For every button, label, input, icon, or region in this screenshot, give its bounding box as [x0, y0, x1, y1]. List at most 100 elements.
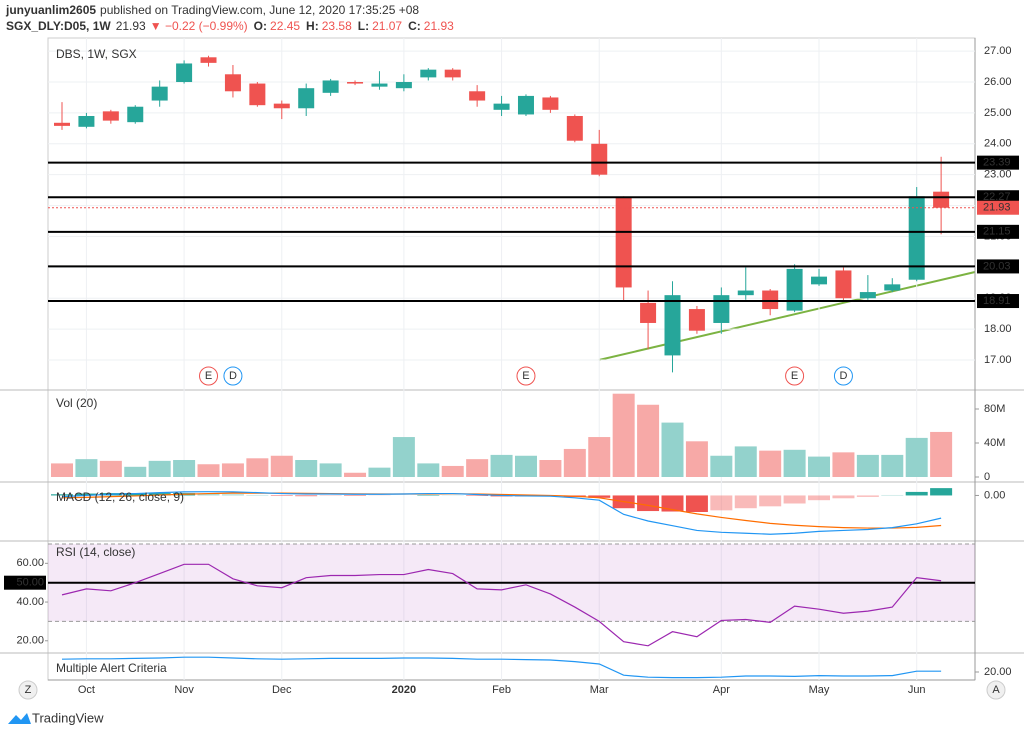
- auto-button-label[interactable]: A: [992, 684, 1000, 696]
- histogram-bar: [197, 493, 220, 496]
- volume-bar: [417, 463, 440, 477]
- quote-key: C:: [408, 19, 421, 33]
- x-tick-label: Nov: [174, 684, 194, 696]
- histogram-bar: [148, 493, 171, 496]
- volume-bar: [856, 454, 879, 477]
- candle-body: [102, 111, 119, 121]
- x-tick-label: Dec: [272, 684, 292, 696]
- symbol: SGX_DLY:D05, 1W: [6, 19, 111, 33]
- x-tick-label: Mar: [590, 684, 609, 696]
- trend-line: [598, 271, 976, 361]
- y-tick-label: 17.00: [984, 354, 1012, 366]
- event-marker: [516, 366, 536, 386]
- auto-button[interactable]: [986, 680, 1006, 700]
- candle-body: [78, 115, 95, 127]
- y-tick-label: 24.00: [984, 138, 1012, 150]
- histogram-bar: [856, 495, 879, 497]
- volume-bar: [588, 437, 611, 477]
- indicator-line: [61, 491, 942, 535]
- volume-bar: [905, 437, 928, 477]
- change: ▼ −0.22 (−0.99%): [150, 19, 248, 33]
- y-tick-label: 80M: [984, 403, 1005, 415]
- candle-body: [273, 103, 290, 109]
- volume-bar: [734, 446, 757, 477]
- candle-body: [542, 97, 559, 110]
- volume-bar: [832, 452, 855, 477]
- candle-body: [200, 57, 217, 63]
- y-tick-label: 23.00: [984, 169, 1012, 181]
- y-tick-label: 40M: [984, 437, 1005, 449]
- volume-bar: [514, 455, 537, 477]
- event-marker: [833, 366, 853, 386]
- level-label: 18.91: [983, 295, 1011, 307]
- event-label: E: [522, 370, 529, 382]
- volume-bar: [661, 422, 684, 477]
- y-tick-label: 0.00: [984, 489, 1005, 501]
- candle-body: [835, 270, 852, 299]
- volume-bar: [466, 459, 489, 477]
- level-label-box: [977, 294, 1019, 309]
- level-label: 20.03: [983, 260, 1011, 272]
- zoom-button-label[interactable]: Z: [25, 684, 32, 696]
- volume-bar: [783, 449, 806, 477]
- histogram-bar: [588, 495, 611, 498]
- y-tick-label: 27.00: [984, 45, 1012, 57]
- candle-body: [151, 86, 168, 101]
- candle-body: [859, 292, 876, 299]
- candle-body: [176, 63, 193, 83]
- histogram-bar: [734, 495, 757, 509]
- zoom-button[interactable]: [18, 680, 38, 700]
- event-marker: [199, 366, 219, 386]
- quote-key: O:: [254, 19, 267, 33]
- volume-bar: [99, 460, 122, 477]
- candle-body: [127, 106, 144, 123]
- candle-body: [54, 122, 70, 126]
- y-tick-label: 18.00: [984, 323, 1012, 335]
- histogram-bar: [295, 495, 318, 497]
- volume-bar: [612, 393, 635, 477]
- panel-title: DBS, 1W, SGX: [56, 47, 137, 61]
- y-tick-label: 26.00: [984, 76, 1012, 88]
- candle-body: [444, 69, 461, 78]
- header-quote: SGX_DLY:D05, 1W 21.93 ▼ −0.22 (−0.99%) O: 22…: [6, 19, 454, 33]
- candle-body: [933, 191, 950, 208]
- published: published on TradingView.com, June 12, 2…: [100, 3, 419, 17]
- histogram-bar: [661, 495, 684, 512]
- event-label: E: [791, 370, 798, 382]
- volume-bar: [270, 455, 293, 477]
- x-tick-label: May: [809, 684, 830, 696]
- candle-body: [322, 80, 339, 93]
- candle-body: [591, 143, 608, 175]
- panel-title: Multiple Alert Criteria: [56, 661, 167, 675]
- header-publish: junyuanlim2605 published on TradingView.c…: [5, 3, 419, 17]
- panel-title: RSI (14, close): [56, 545, 135, 559]
- volume-bar: [368, 467, 391, 477]
- candle-body: [811, 276, 828, 285]
- publisher: junyuanlim2605: [5, 3, 96, 17]
- y-tick-label: 20.00: [984, 666, 1012, 678]
- histogram-bar: [710, 495, 733, 511]
- volume-bar: [75, 459, 98, 477]
- histogram-bar: [930, 488, 953, 496]
- volume-bar: [637, 404, 660, 477]
- candle-body: [786, 268, 803, 311]
- level-label: 23.39: [983, 157, 1011, 169]
- event-label: D: [839, 370, 847, 382]
- volume-bar: [197, 464, 220, 477]
- midline-label: 50.00: [16, 577, 44, 589]
- volume-bar: [51, 463, 73, 477]
- candle-body: [713, 295, 730, 323]
- candle-body: [615, 197, 632, 288]
- x-tick-label: Jun: [908, 684, 926, 696]
- x-tick-label: 2020: [392, 684, 416, 696]
- histogram-bar: [783, 495, 806, 504]
- volume-bar: [685, 441, 708, 477]
- volume-bar: [490, 454, 513, 477]
- event-label: D: [229, 370, 237, 382]
- event-marker: [223, 366, 243, 386]
- volume-bar: [148, 460, 171, 477]
- histogram-bar: [221, 494, 244, 496]
- panel-title: MACD (12, 26, close, 9): [56, 490, 184, 504]
